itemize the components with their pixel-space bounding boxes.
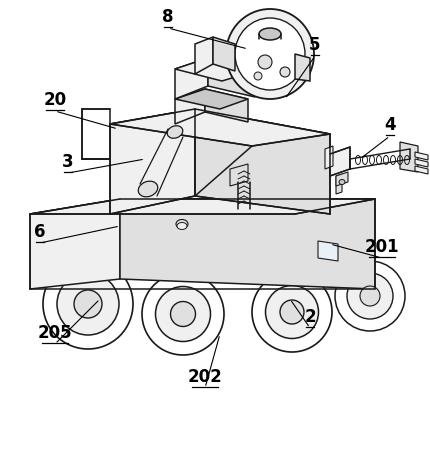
Polygon shape xyxy=(400,142,418,172)
Polygon shape xyxy=(175,58,255,81)
Ellipse shape xyxy=(142,273,224,355)
Polygon shape xyxy=(195,37,213,74)
Ellipse shape xyxy=(176,219,188,228)
Polygon shape xyxy=(175,58,208,99)
Ellipse shape xyxy=(339,179,345,184)
Ellipse shape xyxy=(156,286,211,341)
Text: 2: 2 xyxy=(304,308,316,326)
Polygon shape xyxy=(336,172,348,186)
Polygon shape xyxy=(30,199,120,289)
Polygon shape xyxy=(208,58,255,97)
Polygon shape xyxy=(110,109,195,214)
Polygon shape xyxy=(295,54,310,81)
Ellipse shape xyxy=(74,290,102,318)
Ellipse shape xyxy=(347,273,393,319)
Polygon shape xyxy=(175,89,205,124)
Ellipse shape xyxy=(235,18,305,90)
Polygon shape xyxy=(120,199,375,289)
Polygon shape xyxy=(110,109,330,146)
Text: 202: 202 xyxy=(187,368,222,386)
Polygon shape xyxy=(318,241,338,261)
Ellipse shape xyxy=(167,126,183,138)
Polygon shape xyxy=(195,109,330,214)
Text: 20: 20 xyxy=(43,91,67,109)
Polygon shape xyxy=(336,174,342,194)
Polygon shape xyxy=(415,166,428,174)
Text: 5: 5 xyxy=(309,36,321,54)
Text: 6: 6 xyxy=(34,223,46,241)
Polygon shape xyxy=(325,146,333,169)
Ellipse shape xyxy=(252,272,332,352)
Ellipse shape xyxy=(254,72,262,80)
Ellipse shape xyxy=(265,286,319,339)
Text: 205: 205 xyxy=(38,324,72,342)
Polygon shape xyxy=(415,152,428,160)
Ellipse shape xyxy=(280,300,304,324)
Polygon shape xyxy=(230,164,248,186)
Ellipse shape xyxy=(177,222,187,230)
Ellipse shape xyxy=(43,259,133,349)
Ellipse shape xyxy=(226,9,314,99)
Polygon shape xyxy=(82,109,110,159)
Polygon shape xyxy=(330,147,350,176)
Text: 8: 8 xyxy=(162,8,174,26)
Ellipse shape xyxy=(258,55,272,69)
Ellipse shape xyxy=(138,181,158,197)
Polygon shape xyxy=(30,199,375,214)
Polygon shape xyxy=(415,159,428,167)
Polygon shape xyxy=(205,89,248,122)
Ellipse shape xyxy=(57,273,119,335)
Ellipse shape xyxy=(280,67,290,77)
Ellipse shape xyxy=(259,28,281,40)
Polygon shape xyxy=(175,89,248,109)
Polygon shape xyxy=(213,37,235,71)
Text: 201: 201 xyxy=(365,238,399,256)
Ellipse shape xyxy=(360,286,380,306)
Ellipse shape xyxy=(335,261,405,331)
Text: 3: 3 xyxy=(62,153,74,171)
Text: 4: 4 xyxy=(384,116,396,134)
Ellipse shape xyxy=(171,301,196,326)
